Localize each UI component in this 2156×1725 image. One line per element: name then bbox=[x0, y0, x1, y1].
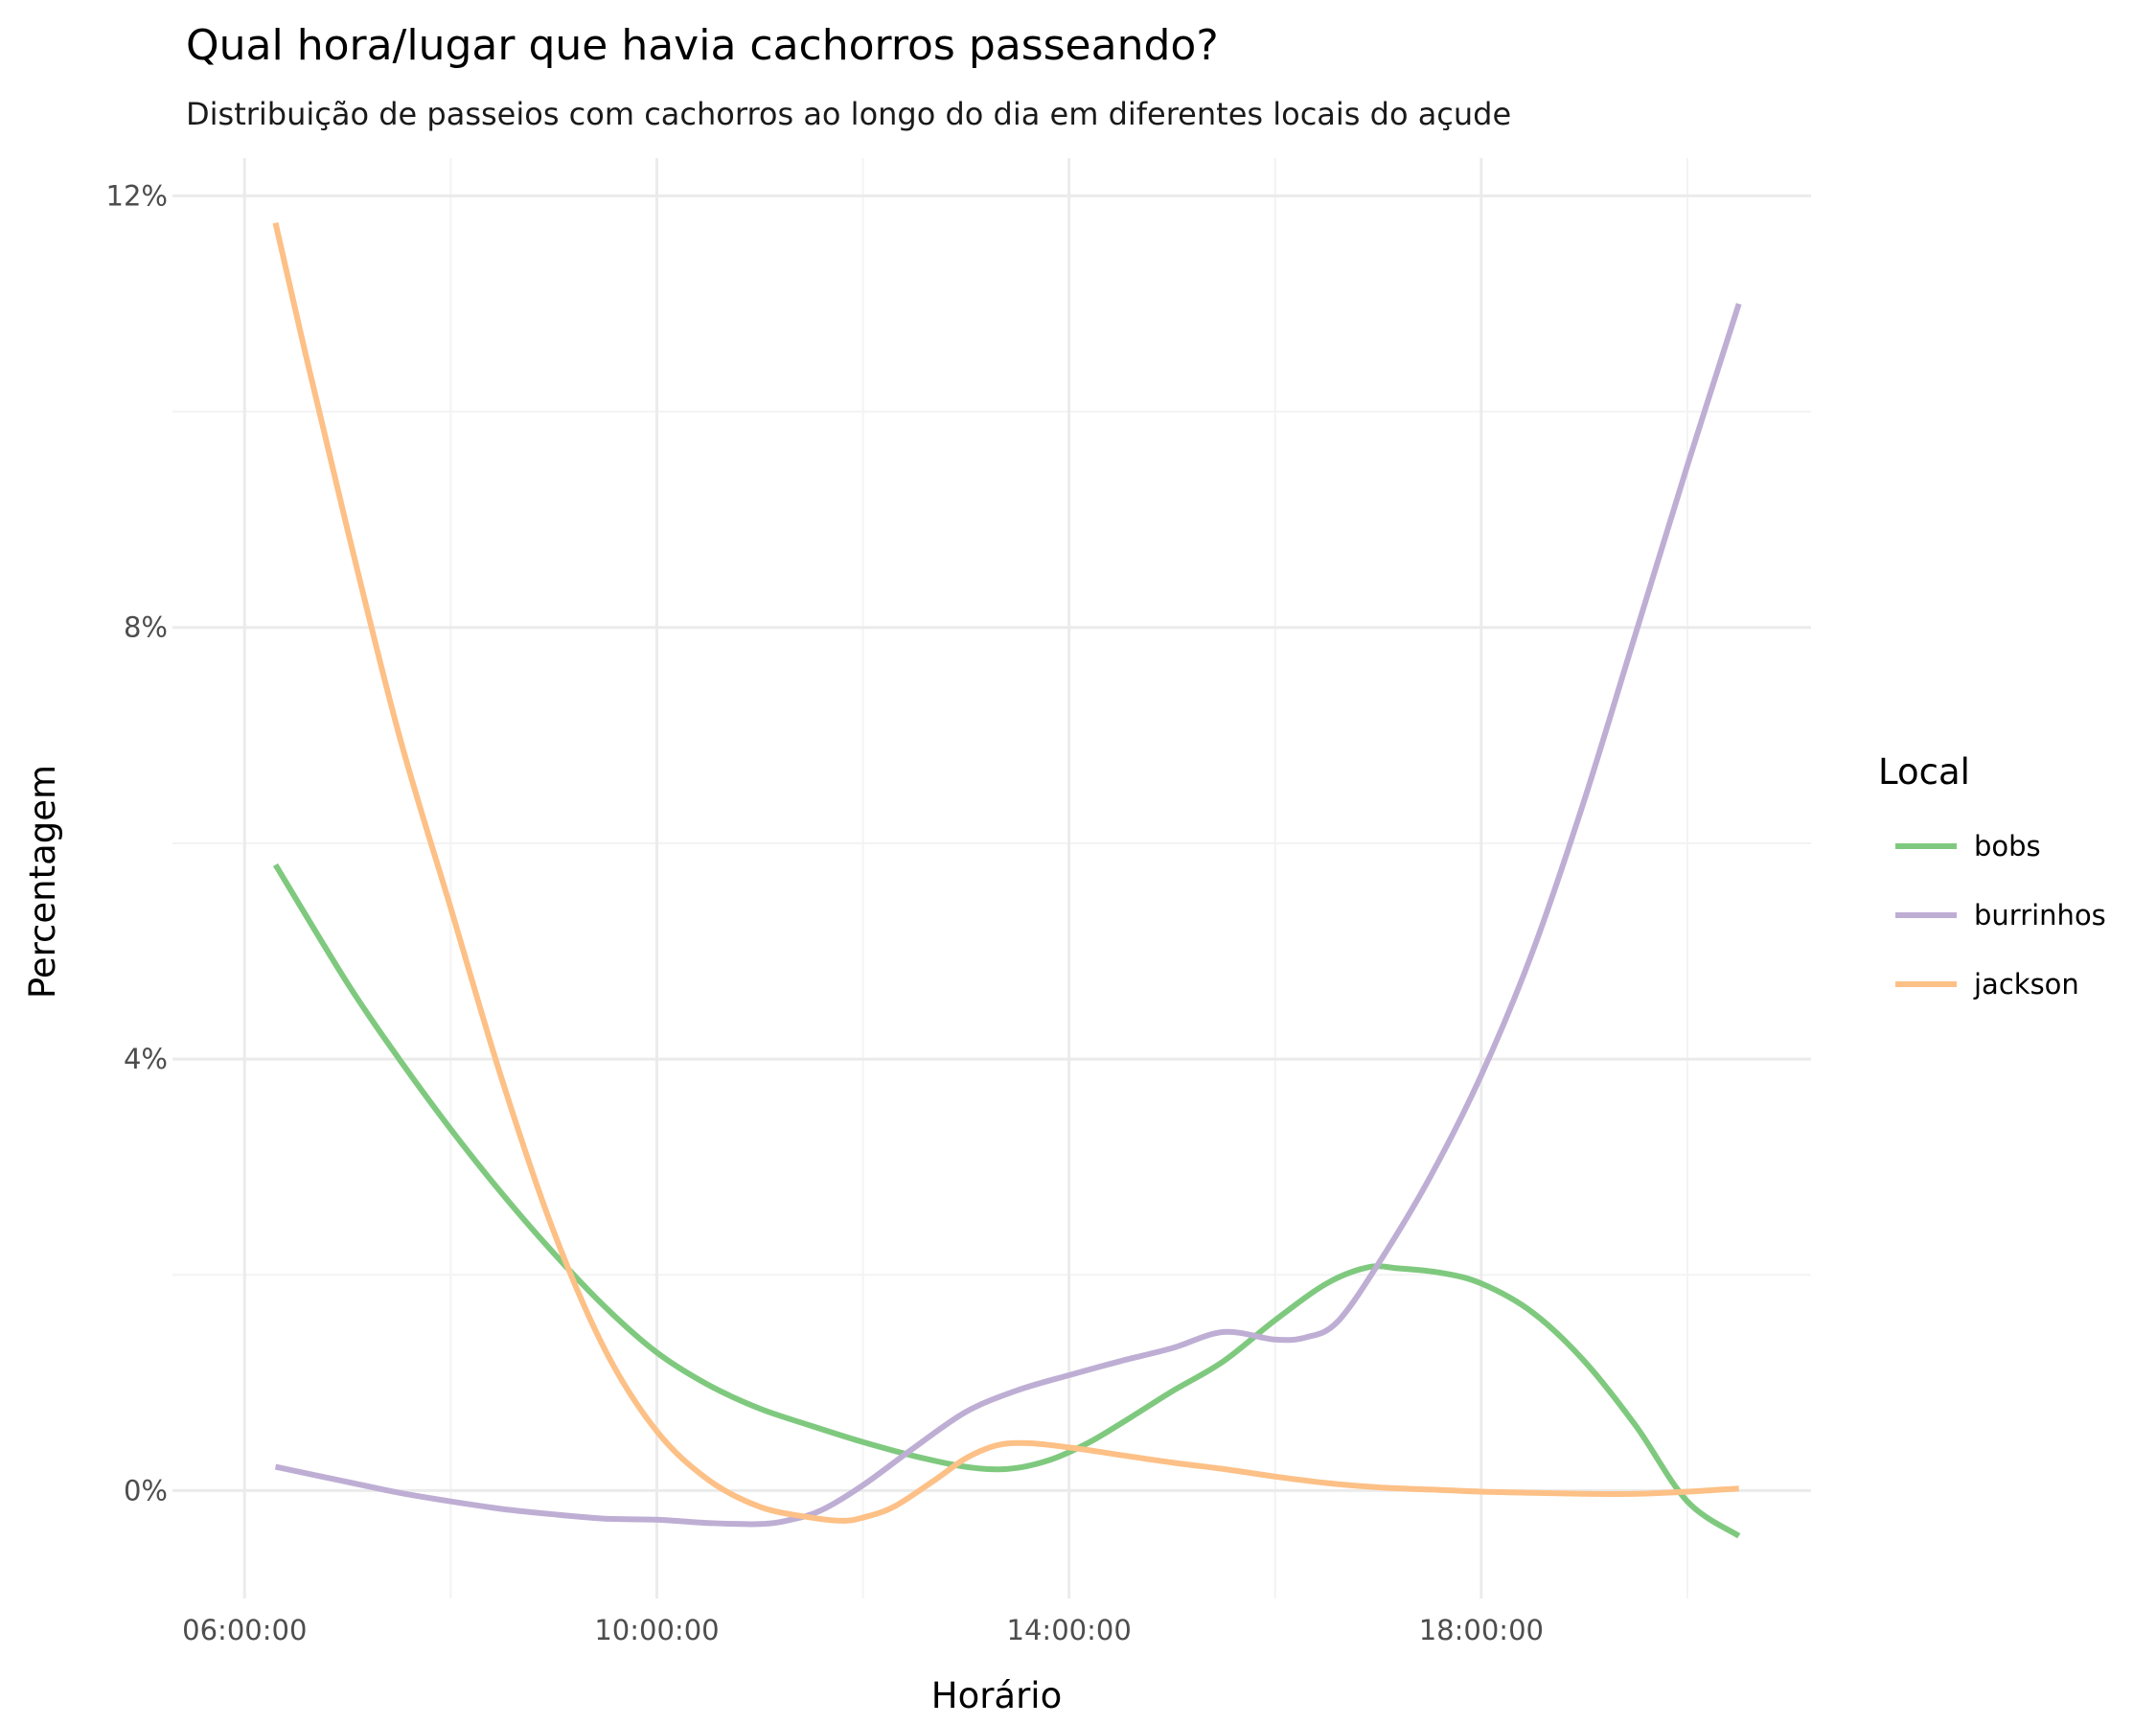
chart-subtitle: Distribuição de passeios com cachorros a… bbox=[186, 96, 1511, 132]
series-line-bobs bbox=[272, 862, 1741, 1539]
x-tick-label: 06:00:00 bbox=[182, 1614, 307, 1646]
major-gridlines bbox=[172, 158, 1811, 1598]
x-axis-title: Horário bbox=[931, 1675, 1062, 1716]
series-lines bbox=[272, 221, 1742, 1539]
x-tick-label: 18:00:00 bbox=[1419, 1614, 1544, 1646]
chart-title: Qual hora/lugar que havia cachorros pass… bbox=[186, 21, 1219, 70]
y-tick-label: 12% bbox=[106, 179, 168, 212]
x-axis-tick-labels: 06:00:00 10:00:00 14:00:00 18:00:00 bbox=[182, 1614, 1544, 1646]
legend-item-bobs: bobs bbox=[1895, 830, 2041, 862]
minor-gridlines bbox=[172, 158, 1811, 1598]
y-tick-label: 4% bbox=[124, 1043, 168, 1075]
y-axis-title: Percentagem bbox=[22, 765, 63, 999]
y-axis-tick-labels: 0% 4% 8% 12% bbox=[106, 179, 168, 1506]
legend-items: bobs burrinhos jackson bbox=[1895, 830, 2106, 1000]
legend: Local bobs burrinhos jackson bbox=[1878, 751, 2106, 1000]
plot-panel bbox=[172, 158, 1811, 1598]
y-tick-label: 8% bbox=[124, 611, 168, 644]
legend-title: Local bbox=[1878, 751, 1970, 793]
legend-label-burrinhos: burrinhos bbox=[1974, 899, 2106, 932]
x-tick-label: 10:00:00 bbox=[594, 1614, 719, 1646]
series-line-jackson bbox=[272, 221, 1739, 1524]
legend-item-jackson: jackson bbox=[1895, 968, 2079, 1000]
x-tick-label: 14:00:00 bbox=[1007, 1614, 1132, 1646]
y-tick-label: 0% bbox=[124, 1474, 168, 1506]
series-line-burrinhos bbox=[274, 303, 1742, 1528]
legend-label-bobs: bobs bbox=[1974, 830, 2041, 862]
legend-item-burrinhos: burrinhos bbox=[1895, 899, 2106, 932]
legend-label-jackson: jackson bbox=[1973, 968, 2079, 1000]
